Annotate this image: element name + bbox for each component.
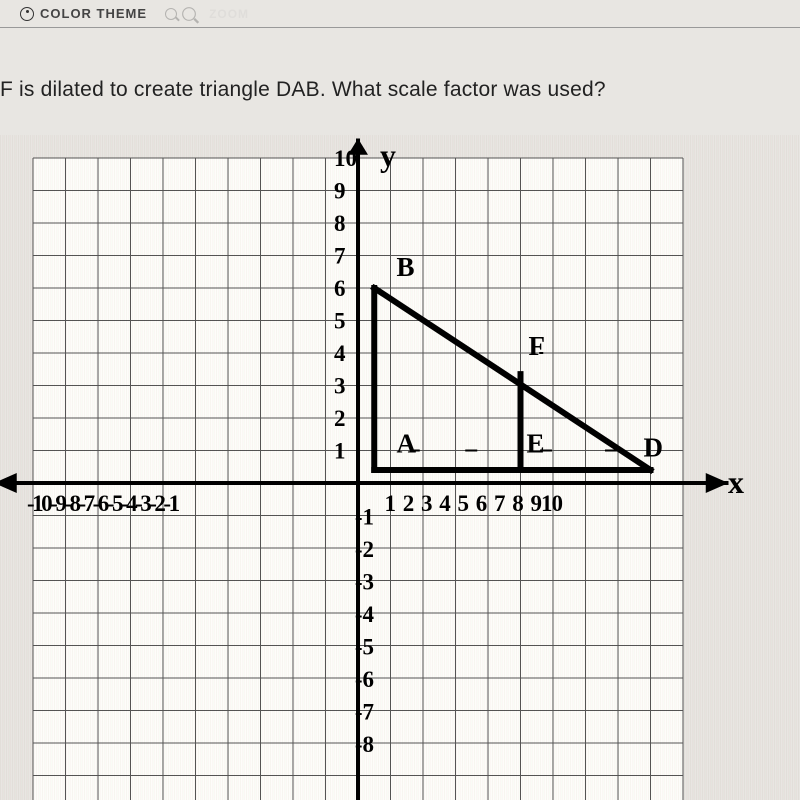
svg-text:-7: -7 (355, 700, 374, 725)
svg-text:4: 4 (334, 341, 346, 366)
svg-text:2: 2 (334, 406, 346, 431)
color-theme-button[interactable]: COLOR THEME (20, 6, 147, 21)
zoom-controls[interactable]: ZOOM (165, 7, 249, 21)
svg-text:1 2 3 4 5 6 7 8 910: 1 2 3 4 5 6 7 8 910 (385, 491, 563, 516)
palette-icon (20, 7, 34, 21)
coordinate-chart: y x -10-9-8-7-6-5-4-3-2-1 1 2 3 4 5 6 7 8 9… (0, 135, 800, 800)
svg-text:1: 1 (334, 439, 346, 464)
svg-text:B: B (397, 252, 415, 282)
color-theme-label: COLOR THEME (40, 6, 147, 21)
magnifier-plus-icon (182, 7, 196, 21)
svg-text:5: 5 (334, 309, 346, 334)
zoom-label: ZOOM (209, 7, 249, 21)
svg-text:-2: -2 (355, 537, 374, 562)
question-text: F is dilated to create triangle DAB. Wha… (0, 78, 606, 102)
svg-text:-8: -8 (355, 732, 374, 757)
svg-text:10: 10 (334, 146, 357, 171)
svg-text:E: E (527, 429, 545, 459)
svg-text:F: F (529, 331, 546, 361)
toolbar: COLOR THEME ZOOM (0, 0, 800, 28)
magnifier-minus-icon (165, 8, 177, 20)
svg-text:3: 3 (334, 374, 346, 399)
svg-text:-1: -1 (355, 505, 374, 530)
svg-text:-3: -3 (355, 570, 374, 595)
svg-text:x: x (728, 464, 744, 500)
svg-text:-6: -6 (355, 667, 374, 692)
svg-text:6: 6 (334, 276, 346, 301)
svg-text:y: y (380, 137, 396, 173)
svg-text:-5: -5 (355, 635, 374, 660)
svg-text:A: A (397, 429, 417, 459)
svg-text:-10-9-8-7-6-5-4-3-2-1: -10-9-8-7-6-5-4-3-2-1 (27, 491, 180, 516)
svg-text:8: 8 (334, 211, 346, 236)
svg-text:D: D (644, 433, 664, 463)
svg-text:7: 7 (334, 244, 346, 269)
svg-text:9: 9 (334, 179, 346, 204)
svg-text:-4: -4 (355, 602, 375, 627)
